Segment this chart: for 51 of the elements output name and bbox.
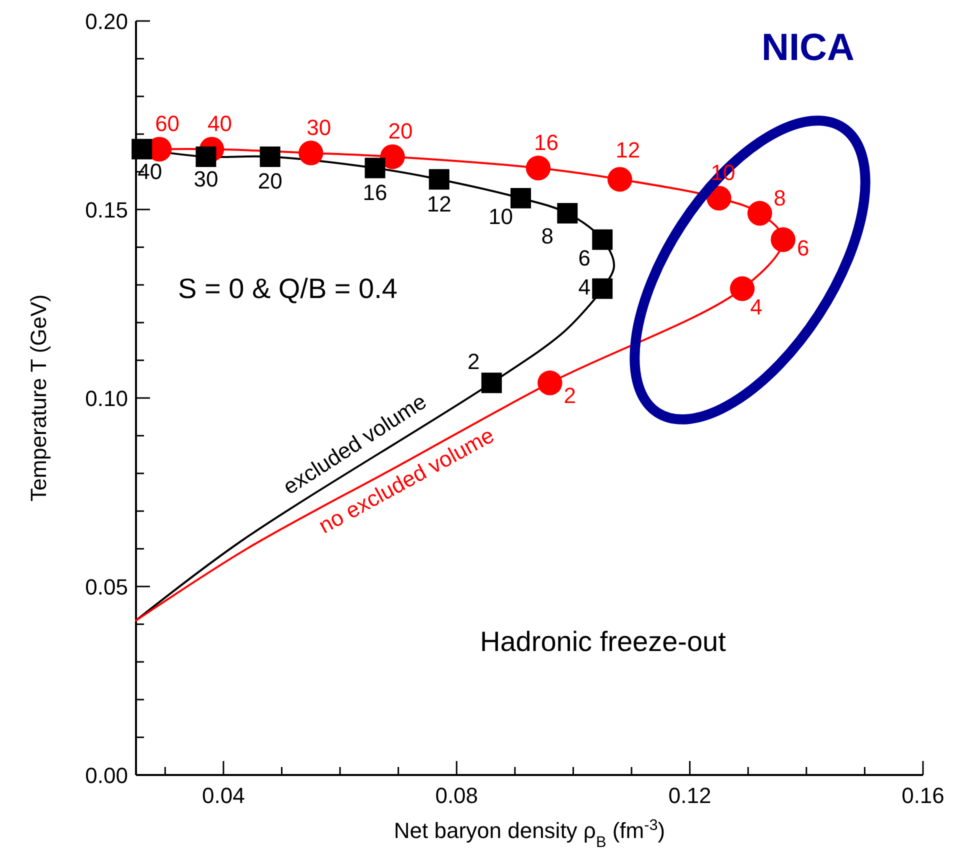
annotation: 30 xyxy=(306,114,332,140)
x-tick-label: 0.04 xyxy=(202,783,245,808)
point xyxy=(364,158,386,178)
point xyxy=(608,167,632,192)
annotation: 20 xyxy=(388,118,413,144)
point xyxy=(538,370,562,396)
point xyxy=(747,200,772,226)
annotation: 40 xyxy=(208,111,232,136)
point xyxy=(298,140,324,166)
x-tick-label: 0.08 xyxy=(435,783,478,808)
y-tick-label: 0.20 xyxy=(85,9,128,34)
point xyxy=(380,144,405,170)
annotation: S = 0 & Q/B = 0.4 xyxy=(178,273,398,304)
annotation: 10 xyxy=(488,204,513,230)
point xyxy=(510,188,532,208)
annotation: 6 xyxy=(578,246,590,271)
annotation: 8 xyxy=(774,185,786,210)
point xyxy=(428,169,450,190)
annotation: 16 xyxy=(534,130,558,156)
annotation: 20 xyxy=(258,168,282,194)
y-tick-label: 0.15 xyxy=(85,198,128,222)
y-tick-label: 0.05 xyxy=(85,574,128,600)
annotation: 6 xyxy=(796,236,810,261)
annotation: 16 xyxy=(362,180,388,206)
point xyxy=(592,278,613,299)
point xyxy=(770,227,796,252)
annotation: 2 xyxy=(564,382,576,408)
point xyxy=(592,229,613,250)
annotation: 8 xyxy=(541,223,554,248)
annotation: 60 xyxy=(155,111,180,136)
annotation: 4 xyxy=(750,294,762,320)
annotation: 2 xyxy=(467,348,480,374)
point xyxy=(557,203,578,224)
y-axis-title: Temperature T (GeV) xyxy=(26,294,51,502)
annotation: 30 xyxy=(194,166,218,192)
x-axis-title: Net baryon density ρ$_{B}$ (fm$^{-3}$) xyxy=(394,816,666,850)
x-tick-label: 0.12 xyxy=(668,783,712,808)
x-tick-label: 0.16 xyxy=(902,783,944,808)
y-tick-label: 0.10 xyxy=(85,386,128,411)
point xyxy=(526,156,551,180)
annotation: 4 xyxy=(578,274,590,300)
point xyxy=(706,186,732,211)
point xyxy=(132,138,152,160)
point xyxy=(481,372,502,394)
point xyxy=(260,146,280,167)
annotation: NICA xyxy=(762,27,854,69)
y-tick-label: 0.00 xyxy=(85,763,128,788)
annotation: 12 xyxy=(426,191,452,216)
annotation: 40 xyxy=(138,159,162,184)
annotation: Hadronic freeze-out xyxy=(480,626,726,657)
annotation: 12 xyxy=(616,137,640,162)
